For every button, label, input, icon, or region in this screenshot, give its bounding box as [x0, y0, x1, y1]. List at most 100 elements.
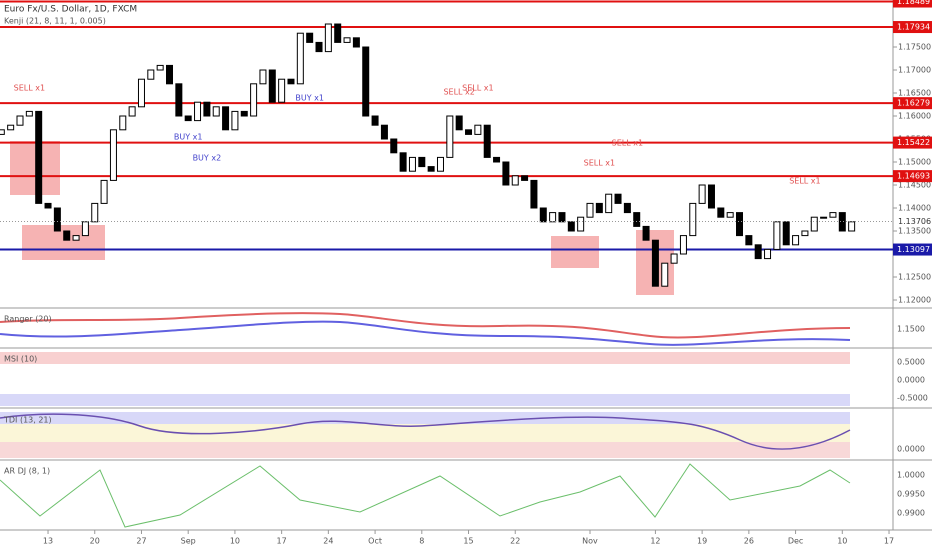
level-label: 1.15422 [897, 138, 930, 147]
candle [446, 115, 454, 158]
panel-label: AR DJ (8, 1) [4, 467, 50, 476]
y-tick-label: 1.17500 [898, 43, 931, 52]
candle [689, 202, 697, 237]
annotation: SELL x1 [612, 139, 643, 148]
candle [455, 115, 463, 131]
candle [651, 239, 659, 287]
candle [567, 221, 575, 232]
zone [551, 236, 599, 268]
x-tick-label: 27 [136, 537, 146, 546]
x-tick-label: 15 [463, 537, 473, 546]
candle [362, 46, 370, 117]
candle [72, 235, 80, 241]
candle [511, 175, 519, 186]
level-label: 1.17934 [897, 23, 930, 32]
candle [848, 221, 856, 232]
candle [483, 124, 491, 158]
candle [371, 115, 379, 126]
x-tick-label: 10 [837, 537, 847, 546]
panel-tick: 0.5000 [897, 358, 925, 367]
chart-title: Euro Fx/U.S. Dollar, 1D, FXCM [4, 5, 137, 15]
y-tick-label: 1.14000 [898, 204, 931, 213]
panel-tick: 1.1500 [897, 325, 925, 334]
level-label: 1.16279 [897, 99, 930, 108]
candle [259, 69, 267, 85]
x-tick-label: 8 [419, 537, 424, 546]
candle [633, 212, 641, 227]
annotation: SELL x1 [789, 176, 820, 185]
candle [736, 212, 744, 237]
candle [493, 156, 501, 163]
panel-tick: 0.9900 [897, 509, 925, 518]
y-tick-label: 1.16500 [898, 89, 931, 98]
candle [717, 207, 725, 218]
x-tick-label: 10 [230, 537, 240, 546]
y-tick-label: 1.17000 [898, 66, 931, 75]
annotation: BUY x1 [174, 133, 203, 142]
candle [156, 64, 164, 71]
y-tick-label: 1.16000 [898, 112, 931, 121]
level-tag [893, 136, 932, 149]
candle [240, 110, 248, 117]
panel-label: MSI (10) [4, 355, 37, 364]
candle [147, 69, 155, 80]
candle [754, 244, 762, 260]
candle [679, 235, 687, 255]
candle [418, 156, 426, 168]
panel-tick: 0.9950 [897, 490, 925, 499]
candle [16, 115, 24, 126]
candle [100, 179, 108, 204]
candle [670, 253, 678, 264]
level-tag [893, 170, 932, 183]
candle [315, 41, 323, 53]
level-tag [893, 243, 932, 256]
candle [390, 138, 398, 154]
candle [623, 202, 631, 214]
candle [91, 202, 99, 223]
candle [109, 129, 117, 181]
candle [577, 216, 585, 232]
candle [175, 83, 183, 117]
candle [278, 78, 286, 103]
candle [745, 235, 753, 246]
chart-subtitle: Kenji (21, 8, 11, 1, 0.005) [4, 17, 106, 26]
candle [614, 193, 622, 204]
candle [642, 225, 650, 241]
x-tick-label: 17 [884, 537, 894, 546]
level-label: 1.18489 [897, 0, 930, 6]
candle [474, 124, 482, 135]
candle [268, 69, 276, 103]
candle [764, 248, 772, 260]
candle [324, 23, 332, 53]
candle [707, 184, 715, 209]
y-tick-label: 1.14500 [898, 181, 931, 190]
panel-tick: 0.0000 [897, 445, 925, 454]
candle [605, 193, 613, 214]
candle [194, 101, 202, 122]
candle [502, 161, 510, 186]
x-tick-label: 24 [323, 537, 333, 546]
x-tick-label: Nov [582, 537, 598, 546]
zone [22, 225, 105, 260]
zone [10, 141, 60, 195]
candle [698, 184, 706, 204]
y-tick-label: 1.13500 [898, 227, 931, 236]
candle [166, 64, 174, 85]
candle [203, 101, 211, 117]
annotation: SELL x1 [462, 83, 493, 92]
candle [44, 202, 52, 209]
candle [231, 110, 239, 131]
panel-tick: -0.5000 [897, 394, 928, 403]
candle [250, 83, 258, 117]
msi-band [0, 394, 850, 406]
candle [820, 216, 828, 219]
msi-band [0, 352, 850, 364]
x-tick-label: 20 [90, 537, 100, 546]
candle [829, 212, 837, 218]
candle [810, 216, 818, 232]
y-tick-label: 1.12000 [898, 295, 931, 304]
ranger-lower [0, 320, 851, 346]
candle [530, 179, 538, 209]
candle [63, 230, 71, 241]
